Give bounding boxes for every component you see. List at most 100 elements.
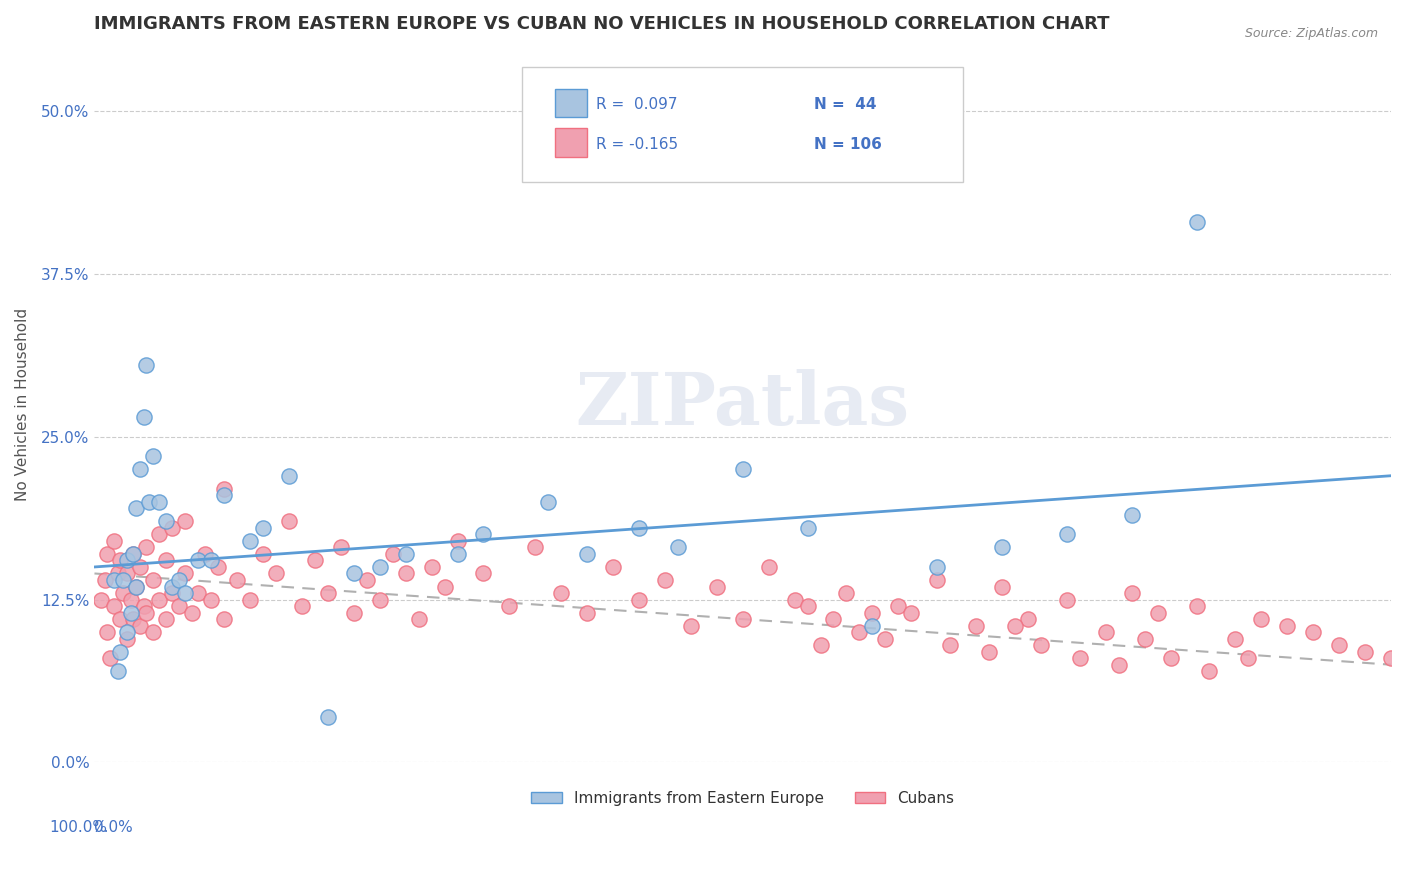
Point bbox=[110, 612, 132, 626]
Point bbox=[155, 612, 177, 626]
Point bbox=[848, 625, 870, 640]
Point bbox=[1198, 664, 1220, 678]
Point bbox=[162, 586, 184, 600]
Point bbox=[395, 566, 418, 581]
Point bbox=[194, 547, 217, 561]
Point bbox=[115, 632, 138, 646]
Point bbox=[120, 606, 142, 620]
Point bbox=[107, 664, 129, 678]
Point bbox=[395, 547, 418, 561]
Point bbox=[128, 618, 150, 632]
Point bbox=[107, 566, 129, 581]
Point bbox=[835, 586, 858, 600]
Point bbox=[212, 612, 235, 626]
Point bbox=[679, 618, 702, 632]
Point bbox=[162, 521, 184, 535]
Point bbox=[1225, 632, 1247, 646]
Text: N =  44: N = 44 bbox=[814, 97, 876, 112]
Point bbox=[1250, 612, 1272, 626]
Point bbox=[887, 599, 910, 613]
Text: 0.0%: 0.0% bbox=[94, 820, 134, 835]
Point bbox=[1327, 638, 1350, 652]
Point bbox=[278, 514, 301, 528]
Point bbox=[1146, 606, 1168, 620]
Point bbox=[860, 618, 883, 632]
Point bbox=[1056, 592, 1078, 607]
Point bbox=[148, 592, 170, 607]
Point bbox=[875, 632, 897, 646]
Point bbox=[122, 547, 145, 561]
Point bbox=[1029, 638, 1052, 652]
Point bbox=[187, 586, 209, 600]
Point bbox=[212, 482, 235, 496]
Point bbox=[187, 553, 209, 567]
Point bbox=[125, 580, 148, 594]
Point bbox=[927, 560, 949, 574]
Point bbox=[1056, 527, 1078, 541]
Point bbox=[796, 599, 818, 613]
Point bbox=[94, 573, 117, 587]
Point bbox=[420, 560, 443, 574]
Point bbox=[103, 599, 125, 613]
Point bbox=[200, 553, 222, 567]
Point bbox=[239, 533, 262, 548]
Point bbox=[977, 645, 1000, 659]
Point bbox=[446, 547, 468, 561]
Point bbox=[731, 612, 754, 626]
Point bbox=[329, 541, 352, 555]
Point bbox=[291, 599, 314, 613]
Point bbox=[125, 580, 148, 594]
Point bbox=[627, 521, 650, 535]
Point bbox=[1017, 612, 1039, 626]
Point bbox=[174, 566, 197, 581]
Point bbox=[103, 533, 125, 548]
Point bbox=[939, 638, 962, 652]
Point bbox=[316, 586, 339, 600]
Point bbox=[823, 612, 845, 626]
Point bbox=[498, 599, 520, 613]
Point bbox=[135, 541, 157, 555]
Point bbox=[148, 495, 170, 509]
Point bbox=[128, 462, 150, 476]
Point bbox=[576, 606, 599, 620]
Point bbox=[1379, 651, 1402, 665]
Point bbox=[207, 560, 229, 574]
Point bbox=[1237, 651, 1260, 665]
Point bbox=[252, 547, 274, 561]
Point bbox=[96, 547, 118, 561]
Point bbox=[524, 541, 547, 555]
Point bbox=[115, 553, 138, 567]
Point bbox=[408, 612, 430, 626]
Point bbox=[110, 645, 132, 659]
Y-axis label: No Vehicles in Household: No Vehicles in Household bbox=[15, 308, 30, 500]
Point bbox=[122, 612, 145, 626]
Point bbox=[1160, 651, 1182, 665]
Point bbox=[162, 580, 184, 594]
Point bbox=[180, 606, 202, 620]
Point bbox=[115, 625, 138, 640]
Point bbox=[174, 514, 197, 528]
Point bbox=[343, 606, 366, 620]
Text: Source: ZipAtlas.com: Source: ZipAtlas.com bbox=[1244, 27, 1378, 40]
Point bbox=[1069, 651, 1091, 665]
Point bbox=[239, 592, 262, 607]
Point bbox=[550, 586, 572, 600]
Point bbox=[226, 573, 249, 587]
Point bbox=[1121, 508, 1143, 522]
Text: ZIPatlas: ZIPatlas bbox=[575, 368, 910, 440]
Point bbox=[200, 592, 222, 607]
Text: R = -0.165: R = -0.165 bbox=[596, 137, 678, 152]
Point bbox=[110, 553, 132, 567]
Point bbox=[1277, 618, 1299, 632]
FancyBboxPatch shape bbox=[555, 88, 588, 118]
Point bbox=[627, 592, 650, 607]
Point bbox=[796, 521, 818, 535]
Point bbox=[731, 462, 754, 476]
Point bbox=[991, 580, 1014, 594]
Point bbox=[706, 580, 728, 594]
Point bbox=[167, 599, 190, 613]
Point bbox=[1094, 625, 1116, 640]
Point bbox=[576, 547, 599, 561]
Point bbox=[1354, 645, 1376, 659]
Point bbox=[264, 566, 287, 581]
